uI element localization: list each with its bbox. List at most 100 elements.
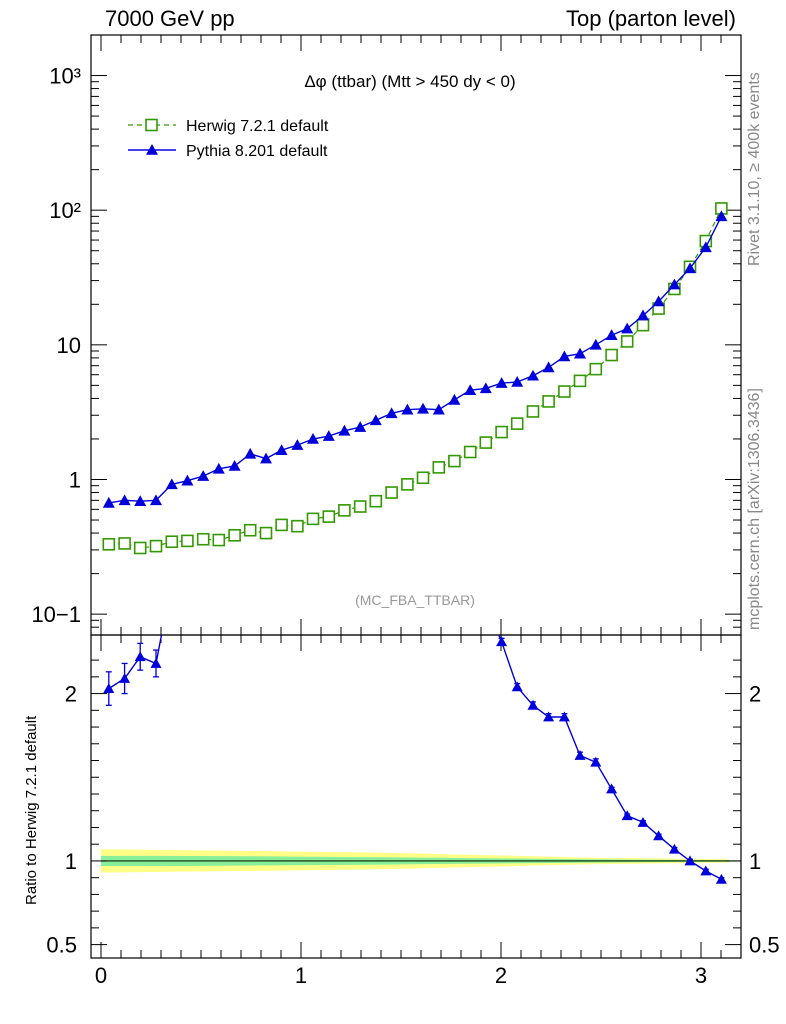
pythia-ratio-point (103, 683, 115, 693)
watermark-label: (MC_FBA_TTBAR) (355, 592, 475, 608)
pythia-ratio-point (449, 546, 460, 556)
pythia-point (637, 309, 649, 321)
herwig-point (416, 471, 430, 485)
ratio-y-tick-label: 1 (65, 849, 77, 874)
ratio-y-tick-label-right: 1 (749, 849, 761, 874)
pythia-point (197, 470, 210, 481)
axis-ticks: 10−1 1 10 10² 10³ 0 1 2 3 0.5 0.5 1 1 2 2 (31, 34, 780, 988)
pythia-ratio-point (668, 843, 680, 854)
pythia-ratio-point (684, 855, 696, 866)
pythia-point (589, 338, 602, 350)
pythia-point (479, 382, 492, 394)
header-right: Top (parton level) (566, 6, 736, 31)
pythia-ratio-point (355, 372, 366, 382)
herwig-point (526, 405, 540, 418)
pythia-point (511, 375, 524, 387)
herwig-point (558, 385, 571, 398)
pythia-point (621, 322, 634, 334)
pythia-ratio-point (700, 865, 712, 876)
pythia-point (338, 424, 351, 436)
pythia-point (165, 478, 178, 490)
pythia-ratio-point (574, 749, 586, 760)
pythia-point (527, 369, 539, 381)
ratio-y-tick-label-right: 0.5 (749, 933, 780, 958)
herwig-point (291, 519, 304, 533)
pythia-ratio-point (637, 816, 649, 827)
pythia-point (354, 421, 367, 432)
pythia-ratio-point (119, 673, 131, 683)
pythia-ratio-point (402, 422, 413, 432)
herwig-line (108, 208, 722, 549)
pythia-point (558, 350, 571, 362)
series-layer (102, 202, 728, 884)
herwig-point (149, 539, 163, 553)
pythia-point (307, 432, 319, 444)
y-tick-label: 10² (49, 198, 81, 223)
pythia-ratio-point (261, 424, 272, 434)
pythia-point (260, 452, 272, 464)
legend-herwig-marker (145, 118, 158, 132)
pythia-ratio-point (276, 422, 287, 432)
pythia-point (212, 462, 225, 474)
pythia-ratio-point (653, 830, 665, 841)
pythia-ratio-point (558, 711, 570, 722)
pythia-point (495, 377, 508, 388)
pythia-point (684, 262, 696, 274)
herwig-point (589, 362, 603, 376)
pythia-ratio-point (606, 783, 618, 794)
herwig-point (306, 512, 320, 526)
herwig-point (133, 541, 147, 555)
pythia-point (668, 278, 681, 290)
herwig-point (542, 395, 555, 408)
x-tick-label: 3 (695, 963, 707, 988)
pythia-point (574, 347, 586, 359)
pythia-point (464, 384, 477, 396)
herwig-point (385, 486, 398, 499)
pythia-ratio-point (308, 367, 319, 377)
pythia-point (715, 210, 728, 222)
herwig-point (102, 538, 116, 551)
y-tick-label: 1 (69, 467, 81, 492)
pythia-point (244, 447, 257, 459)
plot-frames (90, 34, 742, 959)
pythia-ratio-line (108, 635, 722, 880)
pythia-ratio-point (323, 360, 334, 370)
pythia-ratio-point (465, 541, 476, 551)
herwig-point (212, 533, 226, 547)
herwig-point (353, 500, 367, 513)
pythia-point (150, 494, 162, 506)
pythia-point (542, 361, 555, 373)
pythia-ratio-point (134, 651, 146, 662)
pythia-ratio-point (229, 476, 240, 486)
herwig-point (322, 510, 336, 523)
herwig-point (495, 425, 508, 439)
pythia-ratio-point (386, 373, 397, 383)
herwig-point (228, 529, 241, 542)
legend-pythia-marker (146, 144, 158, 155)
herwig-point (196, 532, 210, 546)
pythia-ratio-point (543, 711, 555, 722)
pythia-point (322, 430, 335, 441)
legend-herwig-label: Herwig 7.2.1 default (186, 118, 329, 135)
ratio-band (101, 849, 741, 873)
pythia-ratio-point (590, 756, 602, 767)
herwig-point (510, 417, 524, 430)
pythia-ratio-point (496, 636, 508, 647)
pythia-ratio-point (370, 355, 381, 365)
y-tick-label: 10 (57, 333, 81, 358)
ratio-series (103, 355, 727, 884)
herwig-point (259, 526, 273, 540)
pythia-point (228, 459, 241, 471)
pythia-point (385, 407, 398, 419)
herwig-point (463, 445, 477, 459)
pythia-ratio-point (166, 576, 177, 586)
herwig-point (605, 348, 618, 362)
herwig-point (573, 374, 587, 388)
ratio-y-tick-label-right: 2 (749, 682, 761, 707)
y-tick-label: 10−1 (31, 602, 81, 627)
pythia-ratio-point (245, 405, 256, 415)
herwig-point (636, 318, 650, 332)
legend: Herwig 7.2.1 default Pythia 8.201 default (128, 118, 329, 160)
pythia-point (417, 402, 429, 414)
